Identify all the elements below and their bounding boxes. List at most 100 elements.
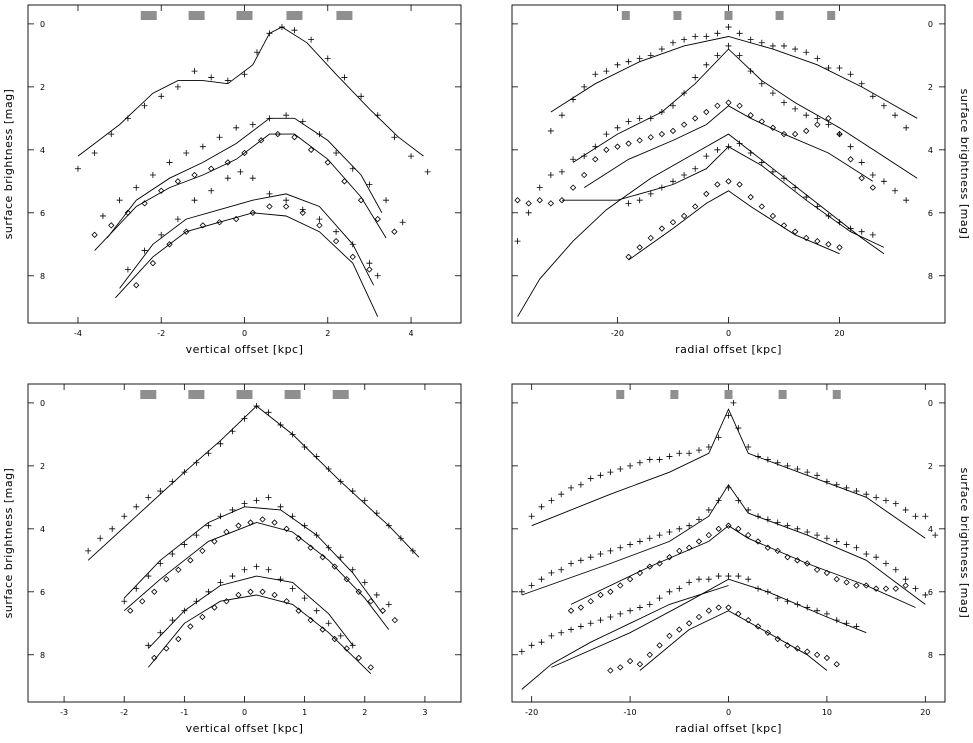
- data-point-diamond: [319, 626, 326, 633]
- y-axis-title: surface brightness [mag]: [958, 89, 971, 240]
- data-point-plus: [349, 165, 356, 172]
- data-point-diamond: [680, 121, 688, 128]
- data-point-plus: [658, 184, 665, 191]
- data-point-diamond: [847, 156, 854, 163]
- data-point-diamond: [714, 102, 721, 109]
- data-point-plus: [121, 598, 128, 605]
- data-point-plus: [528, 642, 535, 649]
- data-point-plus: [278, 24, 285, 31]
- data-point-plus: [735, 573, 742, 580]
- data-point-plus: [109, 525, 116, 532]
- data-point-diamond: [784, 642, 791, 649]
- data-point-diamond: [223, 598, 230, 605]
- data-point-plus: [853, 488, 860, 495]
- data-point-plus: [361, 497, 368, 504]
- plot-frame: [511, 383, 946, 703]
- data-point-diamond: [357, 197, 365, 204]
- data-point-plus: [617, 466, 624, 473]
- data-point-plus: [183, 149, 190, 156]
- data-point-diamond: [695, 538, 703, 545]
- data-point-plus: [814, 203, 821, 210]
- data-point-plus: [730, 399, 737, 406]
- data-point-plus: [169, 551, 176, 558]
- data-point-diamond: [331, 635, 338, 643]
- data-point-plus: [692, 165, 699, 172]
- data-point-diamond: [636, 569, 644, 577]
- data-point-plus: [847, 71, 854, 78]
- model-profile-line: [531, 408, 926, 539]
- data-point-diamond: [625, 253, 632, 261]
- data-point-plus: [158, 231, 165, 238]
- data-point-plus: [157, 560, 164, 567]
- data-point-plus: [843, 484, 850, 491]
- data-point-diamond: [669, 127, 677, 135]
- data-point-plus: [217, 440, 224, 447]
- y-tick-label: 8: [40, 651, 45, 660]
- data-point-plus: [880, 102, 887, 109]
- data-point-plus: [558, 168, 565, 175]
- data-point-plus: [784, 462, 791, 469]
- model-profile-line: [521, 483, 926, 605]
- data-point-diamond: [224, 159, 232, 166]
- data-point-plus: [518, 648, 525, 655]
- data-point-plus: [548, 497, 555, 504]
- data-point-diamond: [705, 607, 712, 614]
- data-point-diamond: [669, 219, 677, 226]
- data-point-diamond: [158, 187, 165, 194]
- data-point-diamond: [343, 645, 350, 652]
- data-point-plus: [283, 112, 290, 119]
- data-point-plus: [636, 115, 643, 122]
- x-tick-label: 2: [362, 708, 367, 717]
- data-point-diamond: [705, 531, 712, 539]
- data-point-diamond: [211, 604, 218, 611]
- data-point-plus: [843, 620, 850, 627]
- data-point-plus: [833, 481, 840, 488]
- data-point-plus: [558, 566, 565, 573]
- data-point-plus: [902, 576, 909, 583]
- data-point-plus: [592, 143, 599, 150]
- data-point-plus: [647, 115, 654, 122]
- data-point-diamond: [626, 657, 634, 665]
- data-point-plus: [191, 68, 198, 75]
- data-point-plus: [669, 102, 676, 109]
- data-point-plus: [108, 131, 115, 138]
- data-point-plus: [614, 124, 621, 131]
- data-point-plus: [337, 554, 344, 561]
- data-point-diamond: [754, 538, 762, 545]
- data-point-plus: [912, 513, 919, 520]
- data-point-diamond: [725, 178, 732, 185]
- aperture-marker: [673, 11, 682, 20]
- data-point-plus: [882, 497, 889, 504]
- data-point-plus: [233, 124, 240, 131]
- data-point-plus: [607, 547, 614, 554]
- y-tick-label: 2: [40, 83, 45, 92]
- data-point-plus: [558, 629, 565, 636]
- data-point-plus: [548, 569, 555, 576]
- x-tick-label: -3: [60, 708, 68, 717]
- data-point-plus: [536, 184, 543, 191]
- data-point-plus: [237, 168, 244, 175]
- data-point-diamond: [247, 519, 254, 526]
- data-point-plus: [804, 604, 811, 611]
- data-point-diamond: [636, 137, 643, 144]
- data-point-plus: [74, 165, 81, 172]
- data-point-plus: [570, 156, 577, 163]
- data-point-diamond: [139, 598, 146, 605]
- data-point-diamond: [774, 547, 781, 555]
- data-point-plus: [568, 626, 575, 633]
- data-point-plus: [714, 52, 721, 59]
- data-point-plus: [892, 187, 899, 194]
- data-point-plus: [528, 582, 535, 589]
- data-point-diamond: [769, 124, 777, 131]
- data-point-plus: [692, 33, 699, 40]
- data-point-plus: [208, 187, 215, 194]
- data-point-diamond: [823, 654, 831, 662]
- data-point-diamond: [647, 134, 654, 141]
- data-point-plus: [755, 453, 762, 460]
- data-point-plus: [755, 585, 762, 592]
- data-point-diamond: [680, 212, 688, 220]
- data-point-plus: [695, 576, 702, 583]
- data-point-plus: [169, 478, 176, 485]
- data-point-plus: [538, 576, 545, 583]
- data-point-diamond: [141, 200, 148, 207]
